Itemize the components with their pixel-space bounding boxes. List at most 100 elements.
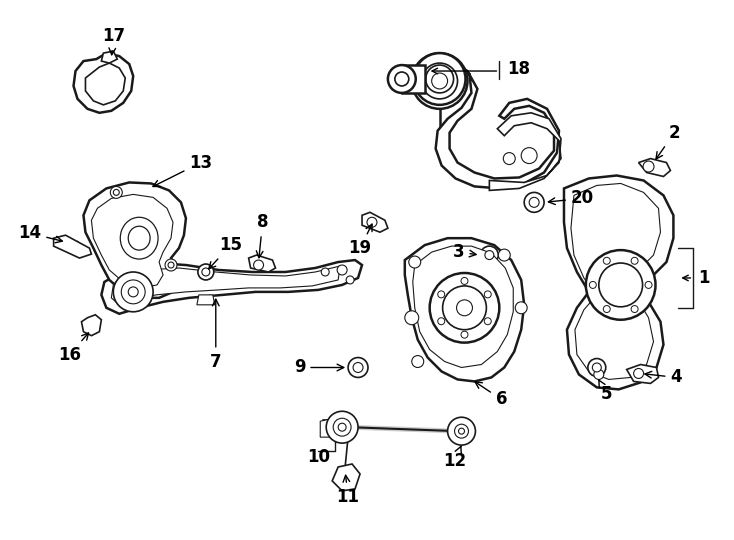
Circle shape (414, 53, 465, 105)
Polygon shape (405, 238, 524, 381)
Polygon shape (320, 417, 338, 437)
Polygon shape (627, 364, 658, 383)
Circle shape (348, 357, 368, 377)
Circle shape (454, 424, 468, 438)
Circle shape (586, 250, 655, 320)
Circle shape (457, 300, 473, 316)
Circle shape (253, 260, 264, 270)
Circle shape (481, 246, 498, 264)
Circle shape (484, 318, 491, 325)
Circle shape (165, 259, 177, 271)
Text: 7: 7 (210, 299, 222, 370)
Circle shape (529, 198, 539, 207)
Text: 11: 11 (337, 475, 360, 506)
Polygon shape (639, 159, 670, 177)
Circle shape (594, 369, 604, 380)
Circle shape (202, 268, 210, 276)
Text: 20: 20 (548, 190, 594, 207)
Circle shape (631, 258, 638, 264)
Polygon shape (564, 176, 673, 389)
Circle shape (338, 423, 346, 431)
Circle shape (603, 306, 610, 313)
Circle shape (395, 72, 409, 86)
Circle shape (432, 73, 448, 89)
Polygon shape (490, 113, 561, 191)
Text: 19: 19 (349, 224, 372, 257)
Circle shape (333, 418, 351, 436)
Circle shape (448, 417, 476, 445)
Circle shape (631, 306, 638, 313)
Circle shape (113, 272, 153, 312)
Circle shape (168, 262, 174, 268)
Circle shape (599, 263, 642, 307)
Polygon shape (85, 63, 126, 105)
Text: 9: 9 (294, 359, 344, 376)
Circle shape (643, 161, 654, 172)
Circle shape (461, 278, 468, 285)
Circle shape (484, 291, 491, 298)
Polygon shape (73, 53, 133, 113)
Polygon shape (420, 59, 559, 188)
Polygon shape (197, 295, 215, 305)
Polygon shape (333, 464, 360, 491)
Circle shape (388, 65, 415, 93)
Text: 14: 14 (18, 224, 62, 243)
Circle shape (121, 280, 145, 304)
Circle shape (603, 258, 610, 264)
Polygon shape (84, 183, 186, 298)
Circle shape (412, 355, 424, 368)
Circle shape (321, 268, 329, 276)
Polygon shape (54, 235, 92, 258)
Polygon shape (362, 212, 388, 232)
Circle shape (367, 217, 377, 227)
Polygon shape (112, 266, 340, 305)
Circle shape (426, 65, 454, 93)
Circle shape (326, 411, 358, 443)
Circle shape (422, 63, 457, 99)
Text: 16: 16 (58, 333, 89, 363)
Circle shape (429, 273, 499, 342)
Polygon shape (81, 315, 101, 336)
Polygon shape (413, 246, 513, 368)
Circle shape (437, 291, 445, 298)
Text: 8: 8 (256, 213, 269, 258)
Circle shape (405, 311, 418, 325)
Circle shape (459, 428, 465, 434)
Circle shape (588, 359, 606, 376)
Polygon shape (401, 65, 425, 93)
Text: 12: 12 (443, 446, 466, 470)
Polygon shape (101, 260, 362, 314)
Circle shape (113, 190, 120, 195)
Text: 5: 5 (599, 380, 612, 403)
Circle shape (437, 318, 445, 325)
Text: 6: 6 (475, 382, 507, 408)
Text: 18: 18 (507, 60, 530, 78)
Text: 15: 15 (208, 236, 242, 269)
Polygon shape (571, 184, 661, 380)
Circle shape (524, 192, 544, 212)
Circle shape (589, 281, 596, 288)
Text: 13: 13 (153, 153, 212, 186)
Circle shape (633, 368, 644, 379)
Circle shape (337, 265, 347, 275)
Text: 2: 2 (656, 124, 680, 159)
Text: 3: 3 (453, 243, 476, 261)
Circle shape (521, 147, 537, 164)
Text: 4: 4 (645, 368, 682, 387)
Circle shape (645, 281, 652, 288)
Circle shape (409, 256, 421, 268)
Circle shape (461, 331, 468, 338)
Circle shape (515, 302, 527, 314)
Circle shape (592, 363, 601, 372)
Text: 10: 10 (307, 448, 330, 466)
Circle shape (110, 186, 123, 198)
Circle shape (128, 287, 138, 297)
Circle shape (198, 264, 214, 280)
Polygon shape (101, 51, 117, 63)
Text: 1: 1 (698, 269, 710, 287)
Circle shape (346, 276, 354, 284)
Circle shape (504, 153, 515, 165)
Polygon shape (92, 194, 173, 288)
Circle shape (485, 251, 494, 260)
Text: 17: 17 (102, 27, 125, 55)
